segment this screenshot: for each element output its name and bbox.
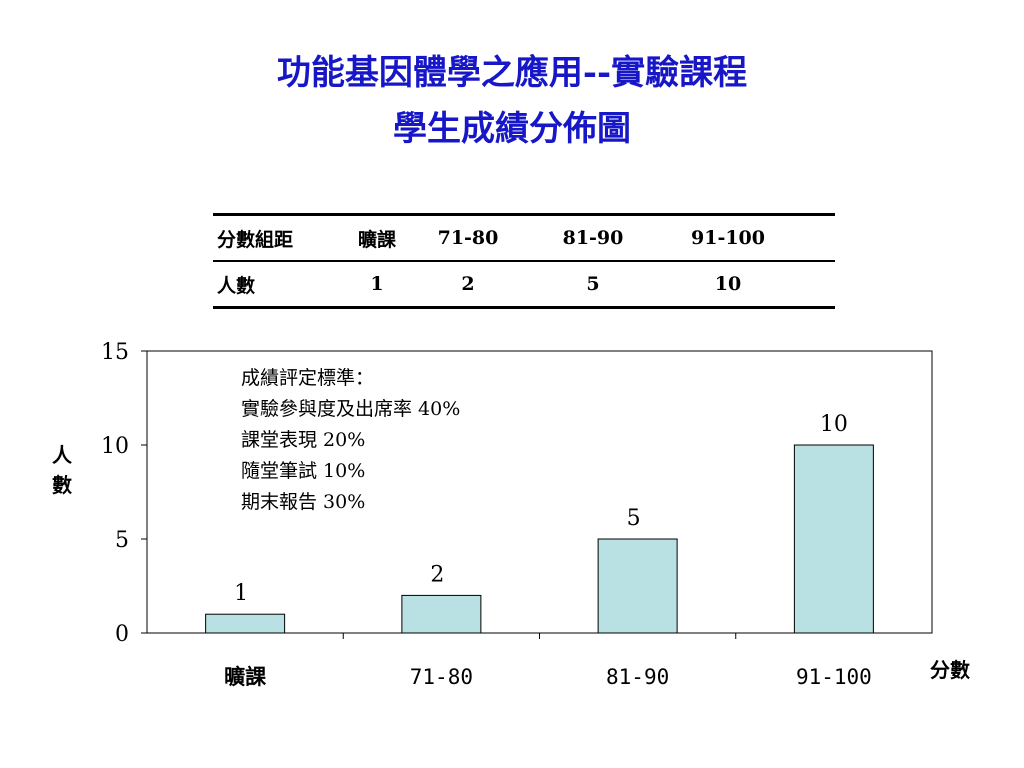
table-header-row: 分數組距 曠課 71-80 81-90 91-100	[213, 213, 835, 262]
table-header-cell: 曠課	[341, 213, 413, 262]
table-header-cell: 分數組距	[213, 213, 341, 262]
y-axis-label: 人數	[52, 443, 73, 497]
y-tick-label: 0	[115, 622, 129, 647]
bar	[205, 613, 286, 634]
table-cell: 10	[663, 261, 793, 309]
x-tick-label: 71-80	[410, 665, 473, 689]
data-label: 2	[430, 562, 444, 587]
annotation-line: 成績評定標準：	[241, 367, 374, 389]
annotation-line: 課堂表現 20%	[241, 429, 365, 451]
table-cell: 5	[523, 261, 663, 309]
x-tick-label: 81-90	[606, 665, 669, 689]
table-header-cell: 91-100	[663, 213, 793, 262]
x-tick-label: 曠課	[224, 664, 267, 689]
table-cell: 人數	[213, 261, 341, 309]
data-label: 1	[234, 581, 248, 606]
y-tick-label: 10	[101, 434, 129, 459]
annotation-line: 實驗參與度及出席率 40%	[241, 398, 460, 420]
table-header-cell: 81-90	[523, 213, 663, 262]
chart-title-line-2: 學生成績分佈圖	[393, 109, 631, 149]
chart-title-line-1: 功能基因體學之應用--實驗課程	[276, 53, 748, 93]
x-tick-label: 91-100	[796, 665, 872, 689]
table-cell: 2	[413, 261, 523, 309]
x-axis-label: 分數	[930, 658, 970, 682]
table-cell: 1	[341, 261, 413, 309]
y-tick-label: 15	[101, 340, 129, 365]
data-label: 5	[627, 506, 641, 531]
annotation-line: 期末報告 30%	[241, 491, 365, 513]
grading-criteria-annotation: 成績評定標準： 實驗參與度及出席率 40% 課堂表現 20% 隨堂筆試 10% 期末報告…	[241, 367, 460, 513]
table-header-cell: 71-80	[413, 213, 523, 262]
bar	[597, 538, 678, 634]
bar	[401, 594, 482, 634]
data-label: 10	[820, 412, 848, 437]
bar	[793, 444, 874, 634]
annotation-line: 隨堂筆試 10%	[241, 460, 365, 482]
table-row: 人數 1 2 5 10	[213, 261, 835, 309]
y-tick-label: 5	[115, 528, 129, 553]
score-distribution-table: 分數組距 曠課 71-80 81-90 91-100 人數 1 2 5 10	[213, 213, 835, 309]
